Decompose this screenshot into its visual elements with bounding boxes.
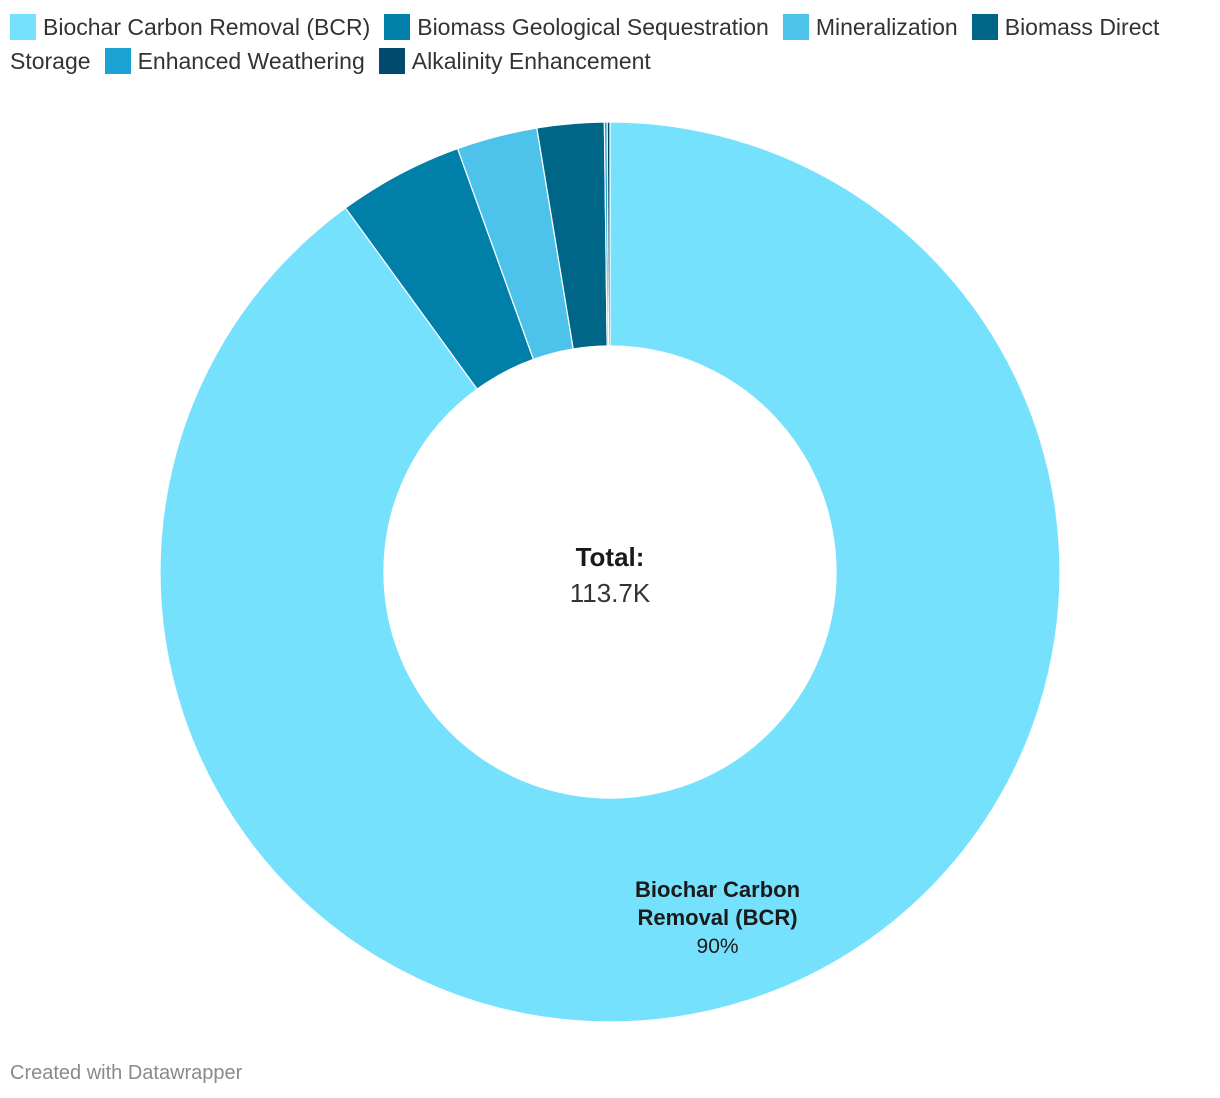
legend-swatch	[378, 48, 405, 74]
slice-label-name: Biochar Carbon	[635, 877, 800, 902]
legend-item: Mineralization	[782, 14, 958, 40]
legend-swatch	[782, 14, 809, 40]
legend-item: Alkalinity Enhancement	[378, 48, 651, 74]
center-total-value: 113.7K	[570, 578, 651, 608]
legend-label: Enhanced Weathering	[137, 48, 365, 74]
legend-item: Biomass Direct Storage	[10, 14, 1159, 74]
footer-credit: Created with Datawrapper	[10, 1062, 243, 1084]
donut-slice	[159, 121, 1061, 1023]
slice-label-name: Removal (BCR)	[637, 905, 797, 930]
legend-label: Biomass Direct Storage	[10, 14, 1160, 74]
donut-slices	[159, 121, 1061, 1023]
legend-swatch	[971, 14, 998, 40]
center-total-title: Total:	[576, 542, 645, 572]
donut-chart: Total: 113.7K Biochar Carbon Removal (BCR…	[159, 121, 1061, 1023]
legend-label: Alkalinity Enhancement	[411, 48, 651, 74]
donut-slice	[606, 121, 611, 347]
legend-label: Mineralization	[815, 14, 958, 40]
slice-label-percent: 90%	[697, 935, 739, 958]
legend-item: Enhanced Weathering	[104, 48, 365, 74]
legend-swatch	[104, 48, 131, 74]
slice-labels: Biochar Carbon Removal (BCR) 90%	[635, 877, 800, 958]
chart-legend: Biochar Carbon Removal (BCR) Biomass Geol…	[10, 10, 1190, 78]
legend-label: Biomass Geological Sequestration	[417, 14, 769, 40]
legend-label: Biochar Carbon Removal (BCR)	[43, 14, 371, 40]
legend-swatch	[384, 14, 411, 40]
legend-item: Biomass Geological Sequestration	[384, 14, 769, 40]
legend-swatch	[10, 14, 36, 40]
legend-item: Biochar Carbon Removal (BCR)	[10, 14, 370, 40]
